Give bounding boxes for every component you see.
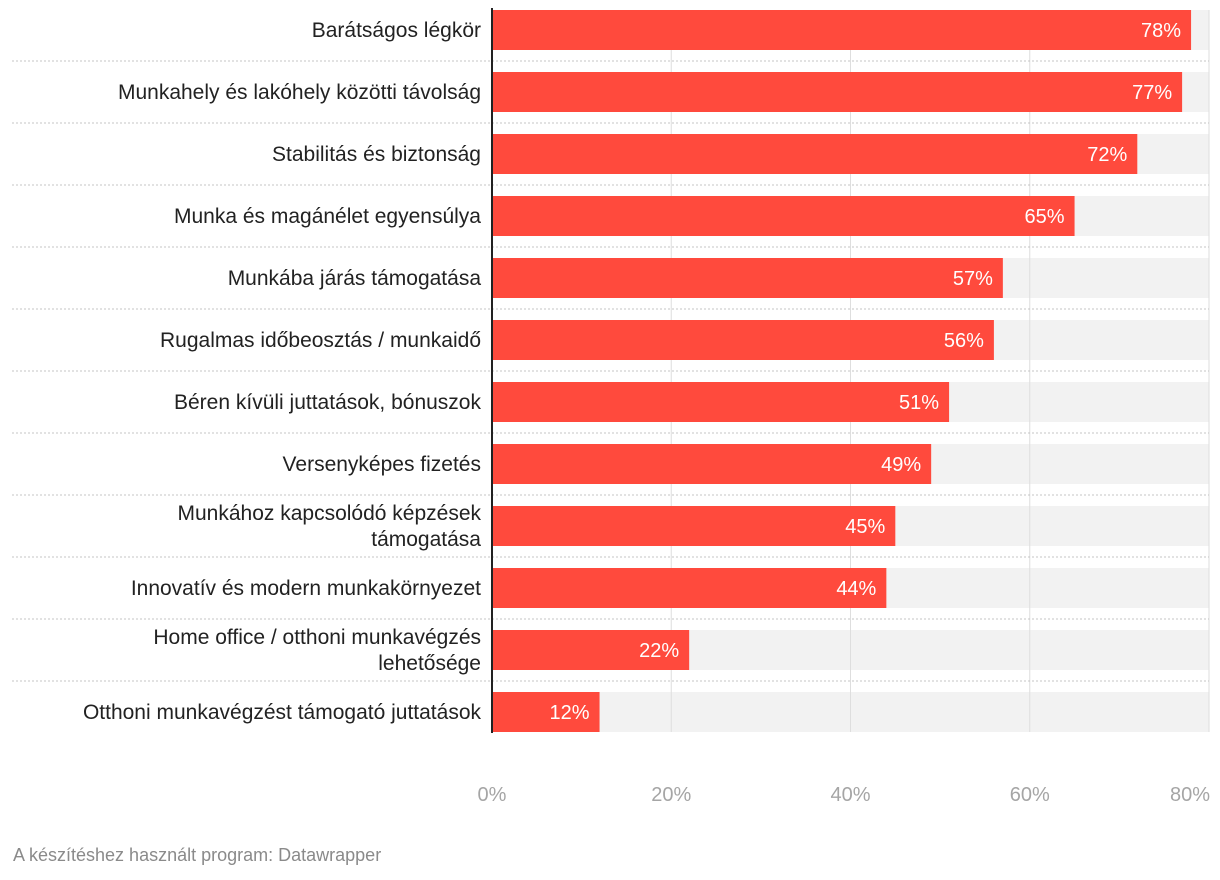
category-label: lehetősége	[378, 652, 481, 675]
category-label: Versenyképes fizetés	[283, 453, 481, 476]
category-label: Innovatív és modern munkakörnyezet	[131, 577, 481, 600]
bar	[492, 444, 932, 484]
value-label: 78%	[1141, 20, 1181, 42]
footer-credit: A készítéshez használt program: Datawrap…	[13, 845, 382, 865]
value-label: 45%	[845, 516, 885, 538]
value-label: 12%	[550, 702, 590, 724]
bar	[492, 10, 1192, 50]
bar	[492, 134, 1138, 174]
bar	[492, 692, 600, 732]
value-label: 72%	[1087, 144, 1127, 166]
row-separators	[12, 60, 1209, 682]
category-label: Barátságos légkör	[312, 19, 481, 42]
bar	[492, 72, 1183, 112]
category-label: Munkahely és lakóhely közötti távolság	[118, 81, 481, 104]
category-label: Munkába járás támogatása	[228, 267, 482, 290]
x-tick-label: 60%	[1010, 784, 1050, 806]
bars	[492, 10, 1192, 732]
value-label: 77%	[1132, 82, 1172, 104]
value-label: 57%	[953, 268, 993, 290]
category-label: Rugalmas időbeosztás / munkaidő	[160, 329, 481, 352]
category-label: Stabilitás és biztonság	[272, 143, 481, 166]
category-label: Béren kívüli juttatások, bónuszok	[174, 391, 482, 414]
category-labels: Barátságos légkör Munkahely és lakóhely k…	[83, 19, 482, 724]
value-label: 22%	[639, 640, 679, 662]
category-label: támogatása	[371, 528, 481, 551]
bar	[492, 382, 950, 422]
bar	[492, 258, 1003, 298]
x-tick-labels: 0% 20% 40% 60% 80%	[478, 784, 1211, 806]
value-labels: 78% 77% 72% 65% 57% 56% 51% 49% 45% 44% 22% 12%	[550, 20, 1182, 724]
x-tick-label: 0%	[478, 784, 507, 806]
value-label: 49%	[881, 454, 921, 476]
category-label: Otthoni munkavégzést támogató juttatások	[83, 701, 482, 724]
category-label: Munka és magánélet egyensúlya	[174, 205, 481, 228]
category-label: Home office / otthoni munkavégzés	[153, 626, 481, 649]
x-tick-label: 40%	[830, 784, 870, 806]
value-label: 65%	[1025, 206, 1065, 228]
bar	[492, 196, 1075, 236]
x-tick-label: 80%	[1170, 784, 1210, 806]
bar	[492, 568, 887, 608]
value-label: 44%	[836, 578, 876, 600]
bar	[492, 630, 690, 670]
bar	[492, 506, 896, 546]
x-tick-label: 20%	[651, 784, 691, 806]
bar	[492, 320, 994, 360]
category-label: Munkához kapcsolódó képzések	[177, 502, 481, 525]
value-label: 51%	[899, 392, 939, 414]
value-label: 56%	[944, 330, 984, 352]
